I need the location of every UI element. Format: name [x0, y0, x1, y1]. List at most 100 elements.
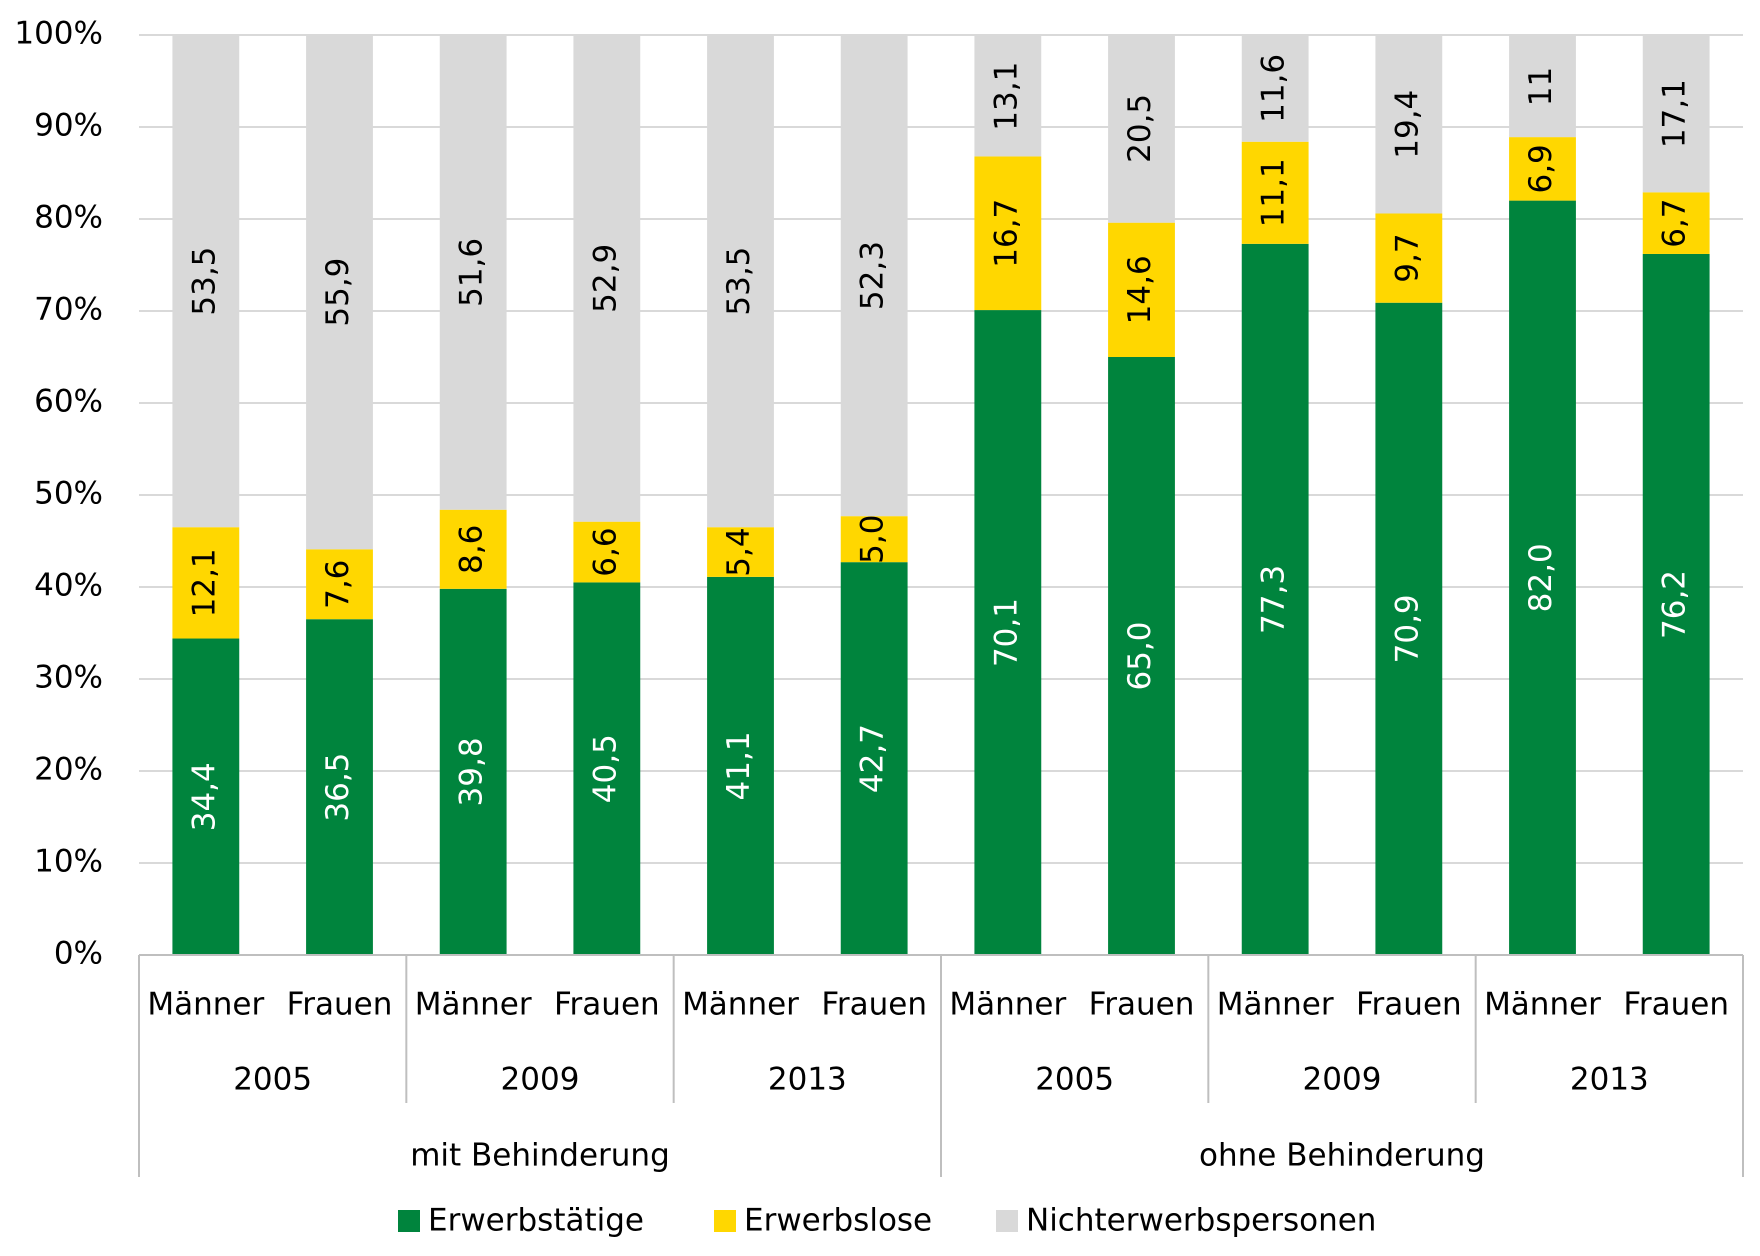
subgroup-label: 2005 — [233, 1062, 312, 1098]
subgroup-label: 2009 — [501, 1062, 580, 1098]
bar-segment — [1241, 35, 1309, 142]
bar-segment — [1509, 35, 1576, 138]
x-tick-label: Frauen — [1356, 987, 1462, 1023]
value-label: 5,4 — [721, 527, 757, 576]
value-label: 70,9 — [1389, 594, 1425, 663]
value-label: 8,6 — [454, 525, 490, 574]
bar-segment — [1375, 213, 1443, 303]
bar-segment — [1509, 137, 1576, 201]
group-label: ohne Behinderung — [1199, 1138, 1485, 1174]
value-label: 34,4 — [186, 762, 222, 831]
bar-segment — [1642, 35, 1710, 193]
bar-segment — [840, 562, 908, 955]
y-tick-label: 60% — [34, 384, 103, 420]
bar-segment — [439, 35, 507, 510]
x-tick-label: Frauen — [1623, 987, 1729, 1023]
value-label: 20,5 — [1122, 94, 1158, 163]
legend-label: Erwerbslose — [744, 1203, 932, 1239]
bar-segment — [974, 156, 1042, 311]
y-tick-label: 90% — [34, 108, 103, 144]
value-label: 13,1 — [988, 62, 1024, 131]
bar-segment — [172, 35, 240, 528]
value-label: 11,6 — [1256, 54, 1292, 123]
bar-segment — [1241, 243, 1309, 956]
y-tick-label: 30% — [34, 660, 103, 696]
bar-segment — [707, 35, 774, 528]
value-label: 70,1 — [988, 598, 1024, 667]
value-label: 16,7 — [988, 199, 1024, 268]
value-label: 42,7 — [855, 724, 891, 793]
bar-segment — [172, 527, 240, 639]
bar-segment — [1642, 253, 1710, 955]
bar-segment — [707, 576, 774, 955]
y-tick-label: 70% — [34, 292, 103, 328]
value-label: 77,3 — [1256, 565, 1292, 634]
value-label: 55,9 — [320, 258, 356, 327]
value-label: 51,6 — [454, 238, 490, 307]
bar-segment — [1108, 34, 1175, 223]
bar-segment — [306, 549, 373, 620]
y-tick-label: 10% — [34, 844, 103, 880]
group-label: mit Behinderung — [410, 1138, 670, 1174]
value-label: 5,0 — [855, 515, 891, 564]
value-label: 40,5 — [587, 734, 623, 803]
bar-segment — [974, 310, 1042, 956]
y-tick-label: 0% — [54, 936, 103, 972]
value-label: 6,7 — [1657, 198, 1693, 247]
bar-segment — [172, 638, 240, 955]
bar-segment — [573, 35, 641, 522]
bar-segment — [1241, 141, 1309, 244]
value-label: 9,7 — [1389, 233, 1425, 282]
value-label: 39,8 — [454, 737, 490, 806]
bar-segment — [707, 527, 774, 577]
subgroup-label: 2013 — [1570, 1062, 1649, 1098]
bar-segment — [1642, 192, 1710, 254]
bar-segment — [1509, 200, 1576, 956]
value-label: 36,5 — [320, 753, 356, 822]
value-label: 11 — [1523, 67, 1559, 106]
bar-segment — [306, 619, 373, 955]
y-tick-label: 50% — [34, 476, 103, 512]
value-label: 53,5 — [721, 247, 757, 316]
y-tick-label: 20% — [34, 752, 103, 788]
x-tick-label: Männer — [415, 987, 532, 1023]
value-label: 6,6 — [587, 527, 623, 576]
value-label: 65,0 — [1122, 621, 1158, 690]
y-tick-label: 80% — [34, 200, 103, 236]
value-label: 53,5 — [186, 247, 222, 316]
legend-label: Erwerbstätige — [428, 1203, 644, 1239]
value-label: 41,1 — [721, 731, 757, 800]
value-label: 52,9 — [587, 244, 623, 313]
value-label: 12,1 — [186, 548, 222, 617]
value-label: 14,6 — [1122, 255, 1158, 324]
legend-marker — [714, 1210, 736, 1232]
bar-segment — [439, 588, 507, 955]
bar-segment — [1108, 357, 1175, 955]
x-tick-label: Frauen — [554, 987, 660, 1023]
bar-segment — [974, 35, 1042, 157]
bar-segment — [1375, 35, 1443, 214]
value-label: 6,9 — [1523, 144, 1559, 193]
subgroup-label: 2013 — [768, 1062, 847, 1098]
value-label: 76,2 — [1657, 570, 1693, 639]
legend-label: Nichterwerbspersonen — [1026, 1203, 1376, 1239]
bar-segment — [840, 516, 908, 563]
bar-segment — [306, 35, 373, 550]
bar-segment — [1375, 302, 1443, 956]
value-label: 82,0 — [1523, 543, 1559, 612]
value-label: 17,1 — [1657, 79, 1693, 148]
x-tick-label: Frauen — [821, 987, 927, 1023]
bar-segment — [439, 509, 507, 589]
y-tick-label: 40% — [34, 568, 103, 604]
legend-marker — [996, 1210, 1018, 1232]
x-tick-label: Männer — [1484, 987, 1601, 1023]
x-tick-label: Frauen — [287, 987, 393, 1023]
x-tick-label: Frauen — [1089, 987, 1195, 1023]
bar-segment — [573, 582, 641, 955]
y-tick-label: 100% — [14, 16, 103, 52]
bar-segment — [840, 35, 908, 517]
bar-segment — [1108, 222, 1175, 357]
value-label: 19,4 — [1389, 90, 1425, 159]
